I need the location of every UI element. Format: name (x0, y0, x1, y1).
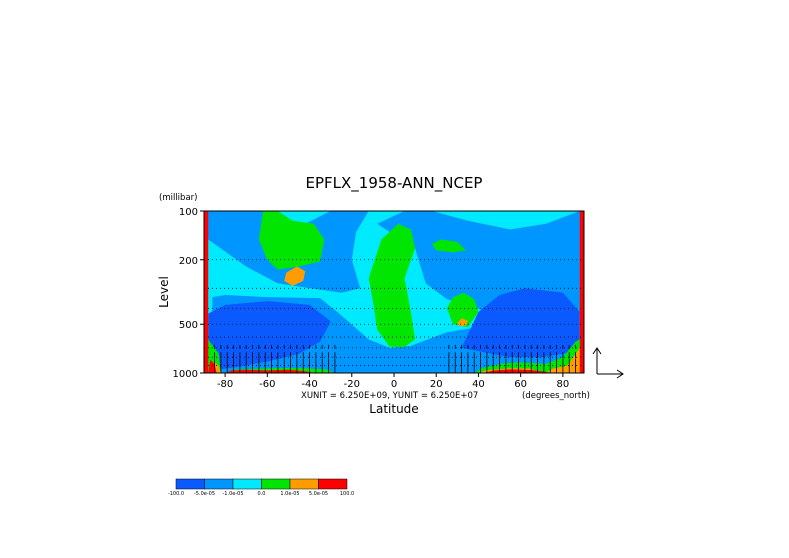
x-tick-label-7: 60 (514, 379, 527, 390)
contour-fill (204, 211, 584, 373)
colorbar-label-2: -1.0e-05 (223, 491, 244, 497)
colorbar-label-1: -5.0e-05 (194, 491, 215, 497)
colorbar: -100.0 -5.0e-05 -1.0e-05 0.0 1.0e-05 5.0e-05 1… (168, 478, 354, 497)
x-units-label: (degrees_north) (522, 391, 590, 401)
y-tick-label-2: 500 (179, 320, 198, 331)
contour-region-18 (204, 211, 209, 373)
contour-region-7 (368, 223, 416, 347)
contour-region-21 (225, 369, 314, 373)
contour-region-6 (258, 211, 325, 270)
y-tick-label-3: 1000 (173, 369, 198, 380)
x-axis-label: Latitude (369, 402, 418, 416)
colorbar-swatch-2 (232, 478, 262, 490)
y-axis-label: Level (157, 276, 171, 308)
colorbar-swatch-5 (318, 478, 348, 490)
y-tick-label-1: 200 (179, 256, 198, 267)
colorbar-label-6: 100.0 (340, 491, 354, 497)
x-ticks: -80 -60 -40 -20 0 20 40 60 80 (217, 373, 569, 390)
x-tick-label-6: 40 (472, 379, 485, 390)
x-tick-label-1: -60 (259, 379, 275, 390)
contour-region-15 (546, 347, 584, 373)
contour-region-8 (446, 292, 479, 327)
vector-units-label: XUNIT = 6.250E+09, YUNIT = 6.250E+07 (301, 391, 478, 401)
contour-region-19 (579, 211, 584, 373)
reference-vector (592, 347, 624, 379)
contour-region-13 (284, 266, 306, 286)
colorbar-label-5: 5.0e-05 (309, 491, 328, 497)
chart-title: EPFLX_1958-ANN_NCEP (306, 174, 483, 193)
contour-region-14 (457, 318, 468, 327)
contour-region-9 (432, 239, 466, 253)
colorbar-swatch-4 (289, 478, 319, 490)
ep-flux-vectors (214, 344, 576, 373)
colorbar-swatch-0 (175, 478, 205, 490)
x-tick-label-4: 0 (391, 379, 397, 390)
colorbar-swatch-1 (204, 478, 234, 490)
colorbar-label-3: 0.0 (258, 491, 266, 497)
y-units-label: (millibar) (159, 193, 197, 203)
x-tick-label-8: 80 (557, 379, 570, 390)
x-tick-label-2: -40 (301, 379, 317, 390)
x-tick-label-3: -20 (344, 379, 360, 390)
contour-region-4 (208, 301, 331, 371)
contour-region-5 (461, 288, 580, 358)
colorbar-label-4: 1.0e-05 (280, 491, 299, 497)
x-tick-label-5: 20 (430, 379, 443, 390)
colorbar-swatch-3 (261, 478, 291, 490)
y-tick-label-0: 100 (179, 207, 198, 218)
y-ticks: 100 200 500 1000 (173, 207, 204, 380)
colorbar-label-0: -100.0 (168, 491, 184, 497)
x-tick-label-0: -80 (217, 379, 233, 390)
